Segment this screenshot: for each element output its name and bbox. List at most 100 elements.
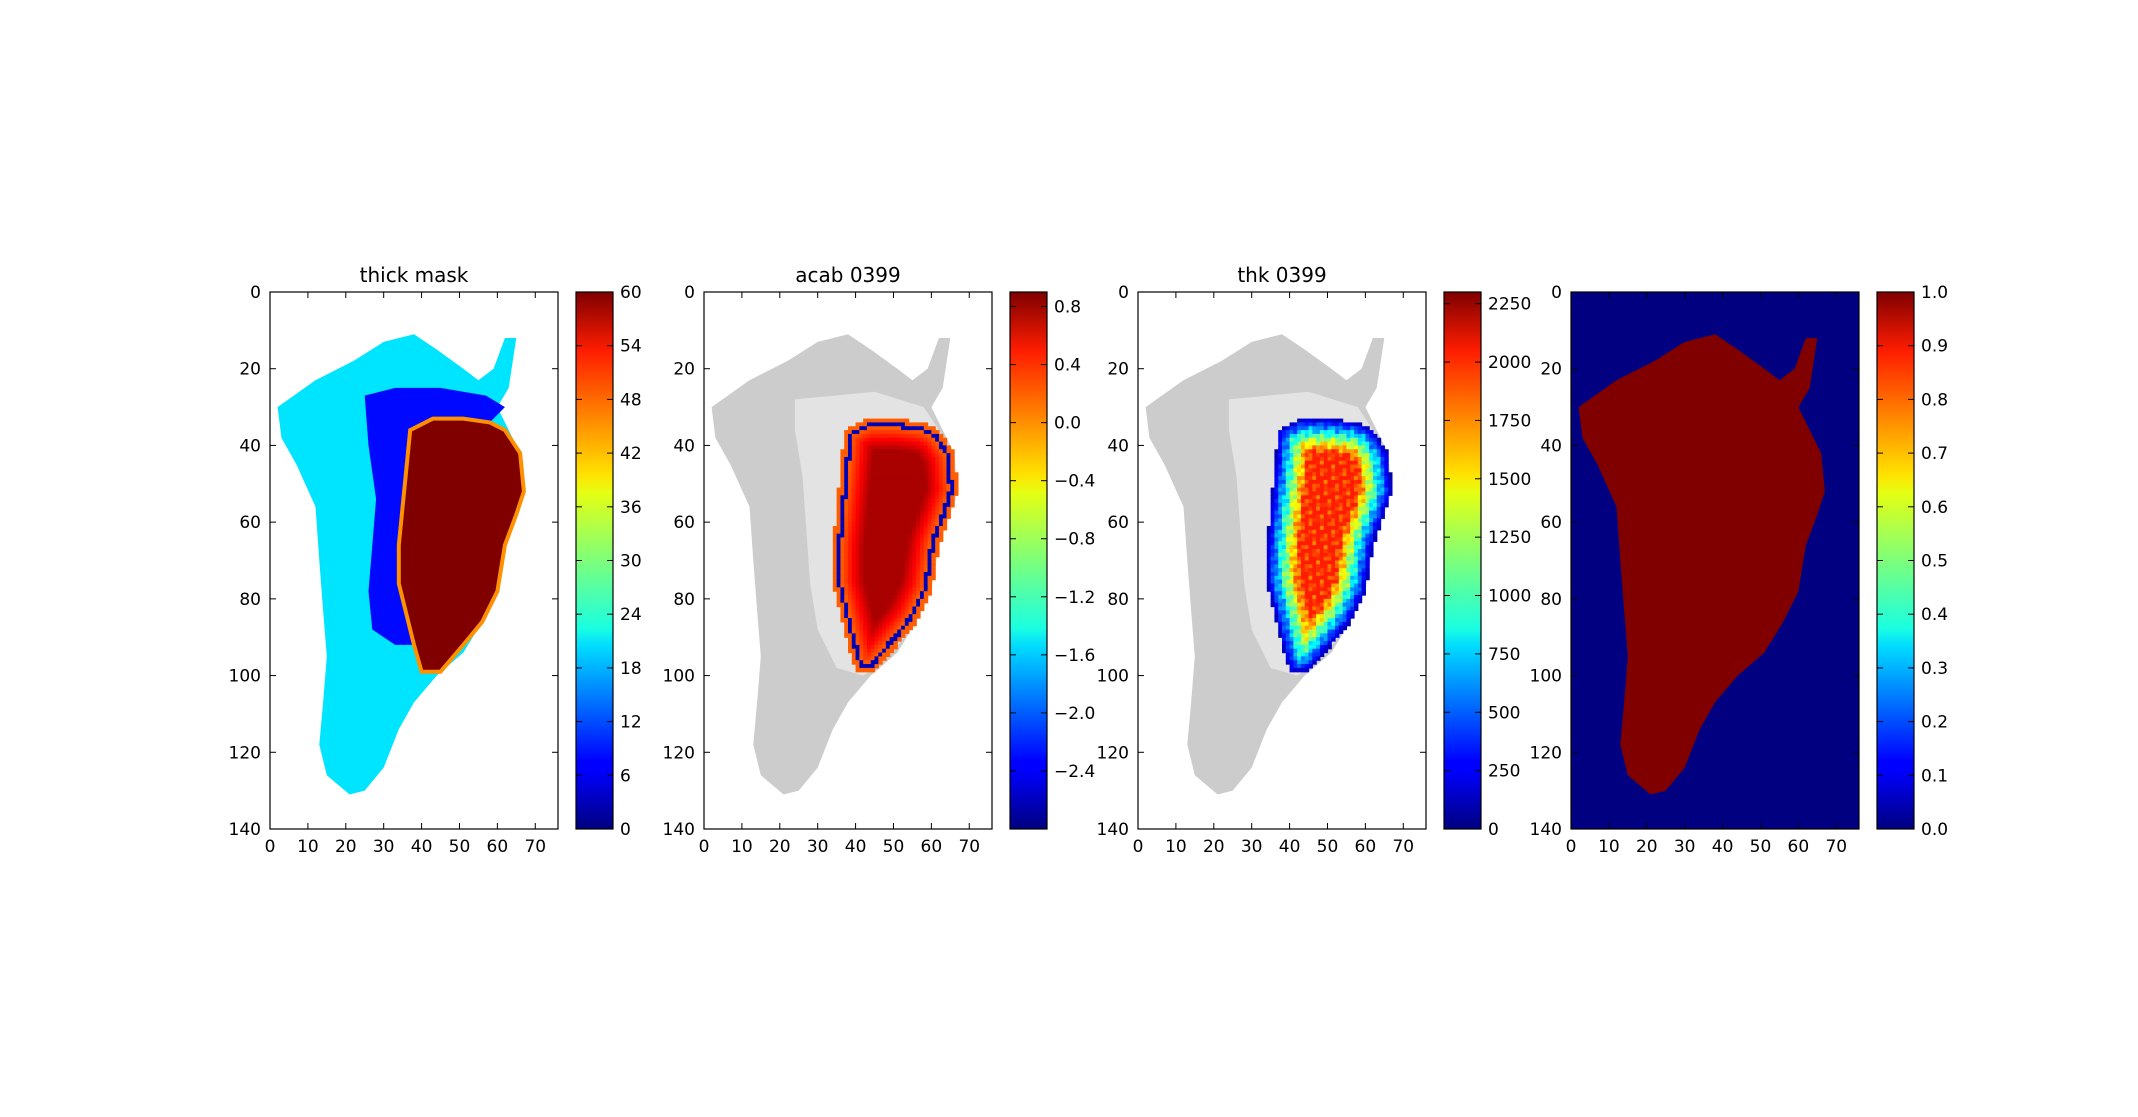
ice-cell <box>1308 491 1313 496</box>
ice-cell <box>1319 610 1325 615</box>
ice-cell <box>1357 433 1363 439</box>
ice-cell <box>897 552 902 558</box>
ice-cell <box>863 541 868 546</box>
ice-cell <box>882 449 887 454</box>
ice-cell <box>1278 433 1283 439</box>
ice-cell <box>1300 579 1306 585</box>
ice-cell <box>1357 468 1363 473</box>
ice-cell <box>844 533 849 539</box>
ice-cell <box>1297 552 1302 558</box>
ice-cell <box>855 545 860 550</box>
ice-cell <box>1323 502 1329 508</box>
ice-cell <box>885 575 891 581</box>
ice-cell <box>1323 598 1329 604</box>
ice-cell <box>870 437 876 443</box>
colorbar-tick-label: 0.9 <box>1921 337 1948 357</box>
ice-cell <box>840 514 845 519</box>
ice-cell <box>848 568 853 573</box>
ice-cell <box>1297 545 1302 550</box>
ice-cell <box>863 629 868 634</box>
ice-cell <box>885 499 891 504</box>
ice-cell <box>908 426 914 431</box>
ice-cell <box>1297 660 1302 665</box>
ice-cell <box>1293 460 1298 466</box>
ice-cell <box>866 487 872 493</box>
ice-cell <box>923 560 929 565</box>
ice-cell <box>1304 449 1310 454</box>
ice-cell <box>870 483 876 489</box>
ice-cell <box>904 610 910 615</box>
ice-cell <box>1297 495 1302 500</box>
ice-cell <box>901 560 906 565</box>
ice-cell <box>863 660 868 665</box>
ice-cell <box>1316 456 1321 462</box>
ice-cell <box>1335 529 1340 535</box>
ice-cell <box>938 522 944 527</box>
ice-cell <box>1297 522 1302 527</box>
ice-cell <box>889 548 895 554</box>
ice-cell <box>1312 495 1317 500</box>
ice-cell <box>1270 545 1276 550</box>
ice-cell <box>931 445 936 450</box>
ice-cell <box>1282 468 1287 473</box>
ice-cell <box>1338 518 1344 523</box>
ice-cell <box>882 537 887 542</box>
ice-cell <box>1274 560 1279 565</box>
ice-cell <box>855 479 860 485</box>
ice-cell <box>1361 545 1366 550</box>
ice-cell <box>1282 445 1287 450</box>
ice-cell <box>840 591 845 596</box>
ice-cell <box>1342 568 1348 573</box>
ice-cell <box>1316 606 1321 611</box>
ice-cell <box>1289 583 1294 588</box>
ice-cell <box>882 621 887 627</box>
ice-cell <box>912 518 917 523</box>
ice-cell <box>1308 564 1313 569</box>
ice-cell <box>878 472 883 477</box>
ice-cell <box>1304 537 1310 542</box>
ice-cell <box>1293 618 1298 623</box>
ice-cell <box>950 479 955 485</box>
ice-cell <box>882 433 887 439</box>
ice-cell <box>1270 556 1276 562</box>
ice-cell <box>885 445 891 450</box>
ice-cell <box>1338 502 1344 508</box>
ice-cell <box>920 572 925 577</box>
ice-cell <box>882 499 887 504</box>
ice-cell <box>859 537 864 542</box>
ice-cell <box>1300 514 1306 519</box>
ice-cell <box>885 529 891 535</box>
ice-cell <box>897 430 902 435</box>
ice-cell <box>901 572 906 577</box>
ice-cell <box>1316 487 1321 493</box>
ice-cell <box>1331 445 1336 450</box>
ice-cell <box>920 433 925 439</box>
ice-cell <box>938 456 944 462</box>
ice-cell <box>927 476 932 481</box>
ice-cell <box>1319 441 1325 447</box>
x-tick-label: 50 <box>1750 837 1772 857</box>
ice-cell <box>1304 453 1310 458</box>
ice-cell <box>912 514 917 519</box>
ice-cell <box>1376 506 1382 512</box>
ice-cell <box>882 437 887 443</box>
ice-cell <box>1285 602 1291 608</box>
ice-cell <box>836 522 842 527</box>
ice-cell <box>897 445 902 450</box>
ice-cell <box>1274 575 1279 581</box>
ice-cell <box>866 591 872 596</box>
ice-cell <box>1304 487 1310 493</box>
ice-cell <box>1293 664 1298 669</box>
ice-cell <box>1274 591 1279 596</box>
ice-cell <box>1274 453 1279 458</box>
ice-cell <box>912 433 917 439</box>
ice-cell <box>1327 460 1332 466</box>
ice-cell <box>836 525 842 531</box>
ice-cell <box>916 453 921 458</box>
ice-cell <box>1293 495 1298 500</box>
ice-cell <box>1285 568 1291 573</box>
ice-cell <box>851 449 857 454</box>
ice-cell <box>901 495 906 500</box>
ice-cell <box>1350 479 1355 485</box>
ice-cell <box>1297 491 1302 496</box>
